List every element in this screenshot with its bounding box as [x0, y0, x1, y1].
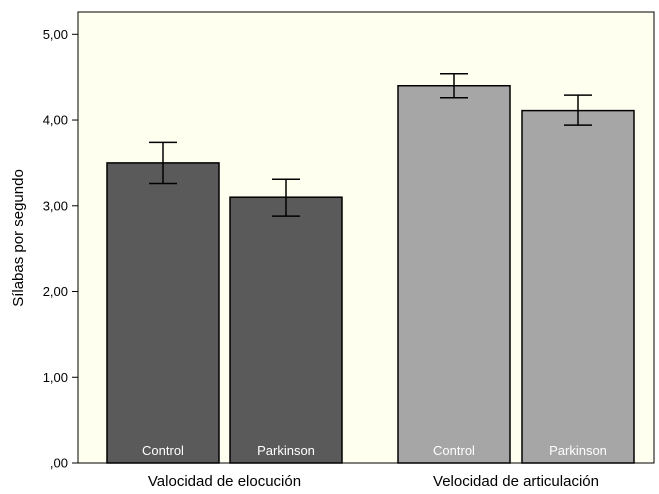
category-label: Valocidad de elocución: [148, 473, 301, 490]
category-label: Velocidad de articulación: [433, 473, 599, 490]
y-tick-label: 4,00: [43, 113, 68, 128]
category-labels: Valocidad de elocución Velocidad de artic…: [148, 473, 599, 490]
y-tick-label: ,00: [50, 456, 68, 471]
bar-label: Parkinson: [257, 443, 315, 458]
y-tick-label: 3,00: [43, 198, 68, 213]
bar-parkinson: [229, 196, 343, 464]
bar-label: Control: [142, 443, 184, 458]
y-tick-label: 2,00: [43, 284, 68, 299]
bar-control: [106, 162, 220, 464]
bar-control: [397, 84, 511, 464]
bar-label: Parkinson: [549, 443, 607, 458]
y-tick-label: 1,00: [43, 370, 68, 385]
bar-parkinson: [521, 109, 635, 464]
y-tick-label: 5,00: [43, 27, 68, 42]
y-axis-title: Sílabas por segundo: [10, 169, 27, 307]
bar-label: Control: [433, 443, 475, 458]
y-axis: ,00 1,00 2,00 3,00 4,00 5,00: [43, 27, 78, 471]
bars-group: Control Parkinson Control Parkinson: [106, 72, 635, 464]
